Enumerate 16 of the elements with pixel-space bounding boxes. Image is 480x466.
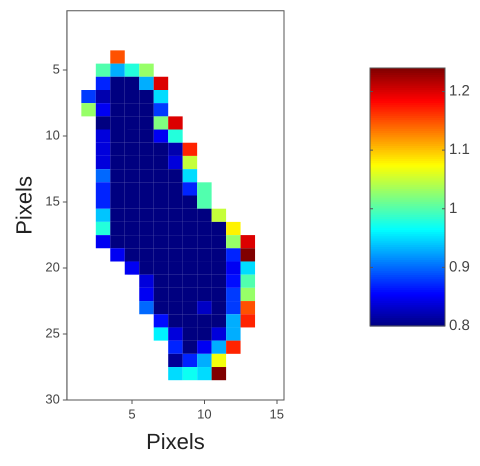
y-tick-label: 5: [52, 62, 60, 77]
color-bar-label: 1.1: [449, 141, 470, 158]
x-tick-label: 15: [270, 406, 284, 422]
color-bar-label: 0.8: [449, 317, 470, 334]
x-tick-label: 5: [128, 406, 136, 422]
x-axis-title: Pixels: [146, 428, 205, 454]
color-bar-label: 0.9: [449, 258, 470, 276]
y-axis-title: Pixels: [11, 176, 36, 235]
y-tick-label: 10: [45, 128, 60, 143]
x-tick-label: 10: [197, 406, 212, 422]
y-tick-label: 20: [45, 260, 60, 275]
y-tick-label: 15: [45, 194, 60, 209]
y-tick-label: 30: [45, 392, 60, 407]
color-bar-label: 1: [449, 200, 458, 217]
color-bar-label: 1.2: [449, 82, 470, 100]
y-tick-label: 25: [45, 326, 60, 341]
